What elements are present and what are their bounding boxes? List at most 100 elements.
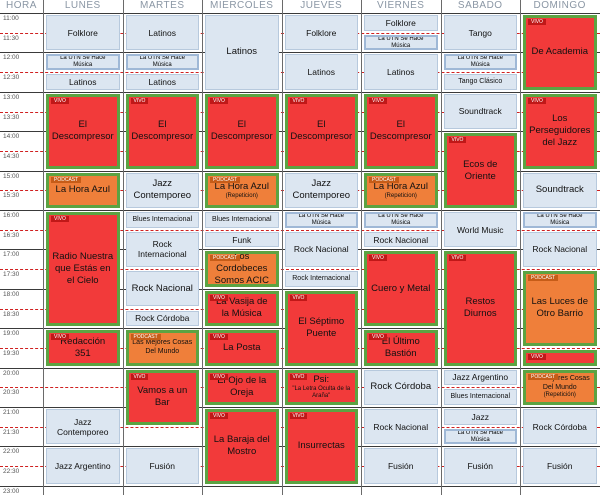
program-block[interactable]: Latinos bbox=[205, 15, 279, 90]
program-block[interactable]: La UTN Se Hace Música bbox=[364, 35, 438, 51]
program-block[interactable]: La UTN Se Hace Música bbox=[46, 54, 120, 70]
program-title: Fusión bbox=[385, 461, 417, 471]
program-block[interactable]: La UTN Se Hace Música bbox=[444, 429, 518, 445]
program-block[interactable]: La UTN Se Hace Música bbox=[444, 54, 518, 70]
day-header-jueves: JUEVES bbox=[282, 0, 362, 12]
program-block[interactable]: Latinos bbox=[46, 74, 120, 90]
program-block[interactable]: Jazz Contemporeo bbox=[285, 173, 359, 208]
program-block[interactable]: Jazz bbox=[444, 409, 518, 425]
program-block[interactable]: Latinos bbox=[126, 15, 200, 50]
column-divider bbox=[361, 0, 362, 495]
program-block[interactable]: Soundtrack bbox=[523, 173, 597, 208]
program-block[interactable]: Blues Internacional bbox=[205, 212, 279, 228]
program-block[interactable]: Jazz Contemporeo bbox=[126, 173, 200, 208]
program-block[interactable]: Rock Córdoba bbox=[126, 311, 200, 327]
program-block[interactable]: Fusión bbox=[523, 448, 597, 483]
program-title: Restos Diurnos bbox=[447, 296, 515, 320]
program-block[interactable]: Jazz Argentino bbox=[46, 448, 120, 483]
live-tag: VIVO bbox=[210, 374, 228, 380]
program-title: La UTN Se Hace Música bbox=[446, 55, 516, 69]
program-block[interactable]: Folklore bbox=[364, 15, 438, 31]
program-block[interactable]: Funk bbox=[205, 232, 279, 248]
program-block[interactable]: Rock Nacional bbox=[285, 232, 359, 267]
program-block[interactable]: World Music bbox=[444, 212, 518, 247]
program-title: El Descompresor bbox=[367, 119, 435, 143]
program-block[interactable]: Fusión bbox=[364, 448, 438, 483]
program-block[interactable]: Rock Nacional bbox=[364, 232, 438, 248]
program-title: Cuero y Metal bbox=[368, 283, 433, 295]
program-block[interactable]: Rock Internacional bbox=[285, 271, 359, 287]
program-block[interactable]: Latinos bbox=[285, 54, 359, 89]
day-header-martes: MARTES bbox=[123, 0, 203, 12]
live-tag: VIVO bbox=[210, 98, 228, 104]
program-block[interactable]: Folklore bbox=[285, 15, 359, 50]
time-label: 16:00 bbox=[3, 212, 19, 220]
program-block[interactable]: Fusión bbox=[444, 448, 518, 483]
program-block[interactable]: Blues Internacional bbox=[444, 389, 518, 405]
program-title: Latinos bbox=[146, 77, 179, 87]
program-block[interactable]: Latinos bbox=[364, 54, 438, 89]
program-title: La Posta bbox=[220, 342, 264, 354]
program-title: Jazz Contemporeo bbox=[47, 417, 119, 437]
program-block[interactable]: Latinos bbox=[126, 74, 200, 90]
program-block[interactable]: Tango bbox=[444, 15, 518, 50]
program-block[interactable]: Fusión bbox=[126, 448, 200, 483]
program-block[interactable]: La UTN Se Hace Música bbox=[126, 54, 200, 70]
program-block[interactable]: Rock Internacional bbox=[126, 232, 200, 267]
program-block[interactable]: La UTN Se Hace Música bbox=[364, 212, 438, 228]
program-block[interactable]: Tango Clásico bbox=[444, 74, 518, 90]
program-block[interactable]: Jazz Argentino bbox=[444, 370, 518, 386]
program-block[interactable]: Folklore bbox=[46, 15, 120, 50]
time-label: 12:00 bbox=[3, 54, 19, 62]
program-block[interactable]: Jazz Contemporeo bbox=[46, 409, 120, 444]
program-block[interactable]: Blues Internacional bbox=[126, 212, 200, 228]
time-label: 20:00 bbox=[3, 370, 19, 378]
program-block[interactable]: Soundtrack bbox=[444, 94, 518, 129]
program-block[interactable]: Rock Nacional bbox=[364, 409, 438, 444]
program-block[interactable]: La UTN Se Hace Música bbox=[285, 212, 359, 228]
program-block[interactable]: La UTN Se Hace Música bbox=[523, 212, 597, 228]
time-label: 19:30 bbox=[3, 350, 19, 358]
program-block[interactable]: Rock Nacional bbox=[126, 271, 200, 306]
program-title: Tango Clásico bbox=[455, 78, 505, 87]
program-block[interactable]: Rock Córdoba bbox=[364, 370, 438, 405]
program-block[interactable]: VIVO bbox=[523, 350, 597, 366]
program-title: Jazz Contemporeo bbox=[286, 178, 358, 202]
hour-line bbox=[0, 52, 600, 53]
program-title: Fusión bbox=[544, 461, 576, 471]
program-title: World Music bbox=[454, 225, 507, 235]
program-block[interactable]: Rock Nacional bbox=[523, 232, 597, 267]
column-divider bbox=[520, 0, 521, 495]
live-tag: VIVO bbox=[528, 98, 546, 104]
program-title: Fusión bbox=[464, 461, 496, 471]
program-block[interactable]: Rock Córdoba bbox=[523, 409, 597, 444]
